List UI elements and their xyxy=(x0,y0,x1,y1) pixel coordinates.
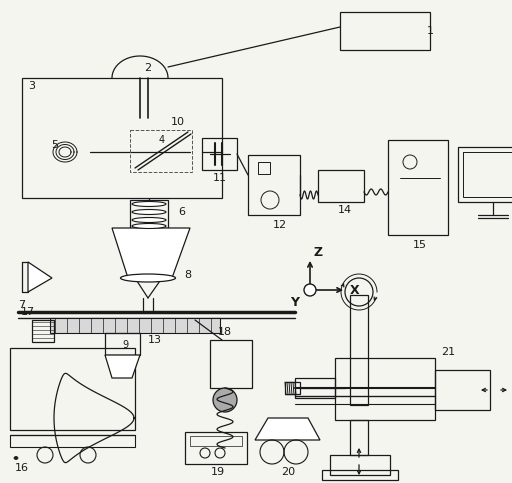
Bar xyxy=(458,147,512,202)
Text: 11: 11 xyxy=(213,173,227,183)
Bar xyxy=(130,200,168,228)
Bar xyxy=(318,170,364,202)
Polygon shape xyxy=(112,228,190,278)
Polygon shape xyxy=(255,418,320,440)
Text: 21: 21 xyxy=(441,347,455,357)
Bar xyxy=(388,140,448,235)
Text: 15: 15 xyxy=(413,240,427,250)
Text: 9: 9 xyxy=(122,340,128,350)
Text: 17: 17 xyxy=(21,307,35,317)
Bar xyxy=(435,370,490,410)
Bar xyxy=(105,333,140,355)
Bar xyxy=(463,152,512,197)
Text: 19: 19 xyxy=(211,467,225,477)
Bar xyxy=(10,348,135,430)
Circle shape xyxy=(304,284,316,296)
Ellipse shape xyxy=(132,217,166,223)
Text: 3: 3 xyxy=(28,81,35,91)
Bar xyxy=(248,155,300,215)
Text: 13: 13 xyxy=(148,335,162,345)
Ellipse shape xyxy=(132,201,166,207)
Text: 14: 14 xyxy=(338,205,352,215)
Ellipse shape xyxy=(132,210,166,214)
Bar xyxy=(285,382,300,394)
Text: 20: 20 xyxy=(281,467,295,477)
Text: 5: 5 xyxy=(52,140,58,150)
Bar xyxy=(322,470,398,480)
Bar xyxy=(32,320,54,342)
Text: 18: 18 xyxy=(218,327,232,337)
Bar xyxy=(190,436,242,446)
Bar xyxy=(22,78,222,198)
Polygon shape xyxy=(105,355,140,378)
Circle shape xyxy=(213,388,237,412)
Bar xyxy=(258,162,270,174)
Bar xyxy=(295,378,335,398)
Text: 8: 8 xyxy=(184,270,191,280)
Text: Z: Z xyxy=(313,245,322,258)
Bar xyxy=(335,358,435,420)
Bar xyxy=(130,130,192,172)
Text: 16: 16 xyxy=(15,463,29,473)
Text: 1: 1 xyxy=(426,26,434,36)
Bar xyxy=(210,340,252,388)
Polygon shape xyxy=(28,262,52,292)
Bar xyxy=(330,455,390,475)
Bar xyxy=(185,432,247,464)
Bar xyxy=(50,318,220,333)
Bar xyxy=(10,435,135,447)
Text: Y: Y xyxy=(290,296,300,309)
Text: 12: 12 xyxy=(273,220,287,230)
Bar xyxy=(340,12,430,50)
Bar xyxy=(350,295,368,405)
Bar xyxy=(350,420,368,455)
Ellipse shape xyxy=(120,274,176,282)
Text: X: X xyxy=(350,284,359,297)
Text: 7: 7 xyxy=(18,300,26,310)
Text: 6: 6 xyxy=(179,207,185,217)
Text: 10: 10 xyxy=(171,117,185,127)
Text: 2: 2 xyxy=(144,63,152,73)
Bar xyxy=(202,138,237,170)
Ellipse shape xyxy=(132,224,166,228)
Text: 4: 4 xyxy=(159,135,165,145)
